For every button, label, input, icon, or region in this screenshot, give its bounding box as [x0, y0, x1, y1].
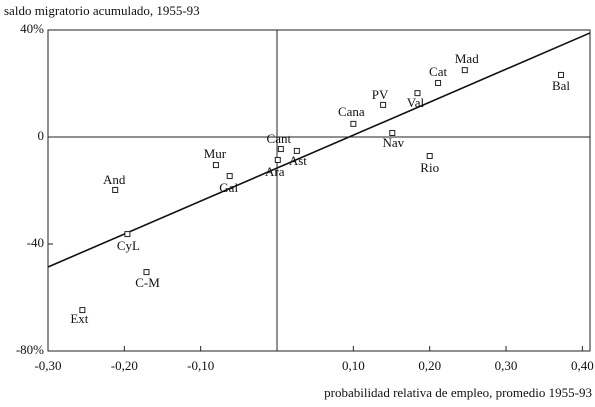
x-tick-label: 0,40: [571, 358, 594, 373]
point-label: Cat: [429, 64, 447, 79]
data-point: [435, 79, 442, 86]
data-point: [143, 269, 150, 276]
data-point: [293, 147, 300, 154]
trend-line: [47, 32, 591, 268]
data-point: [350, 120, 357, 127]
point-label: Ext: [70, 311, 88, 326]
data-point: [79, 307, 86, 314]
x-tick-label: -0,20: [111, 358, 138, 373]
data-point: [212, 162, 219, 169]
y-tick-label: 40%: [20, 21, 44, 36]
point-label: Nav: [382, 135, 404, 150]
data-point: [414, 90, 421, 97]
point-label: Val: [407, 95, 425, 110]
point-label: CyL: [117, 238, 140, 253]
point-label: C-M: [135, 275, 160, 290]
data-point: [112, 186, 119, 193]
plot-frame: [47, 29, 591, 352]
data-point: [226, 173, 233, 180]
point-label: PV: [372, 87, 389, 102]
point-label: And: [103, 172, 126, 187]
point-label: Bal: [552, 78, 570, 93]
data-point: [557, 71, 564, 78]
data-point: [124, 231, 131, 238]
point-label: Gal: [219, 180, 238, 195]
data-point: [277, 146, 284, 153]
y-tick-label: -40: [27, 235, 44, 250]
x-tick-label: 0,20: [418, 358, 441, 373]
x-tick-label: -0,10: [187, 358, 214, 373]
x-tick-label: 0,10: [342, 358, 365, 373]
y-tick-label: -80%: [16, 342, 44, 357]
point-label: Cant: [267, 131, 292, 146]
point-label: Mur: [204, 146, 227, 161]
x-tick-label: 0,30: [495, 358, 518, 373]
chart-title: saldo migratorio acumulado, 1955-93: [4, 3, 200, 18]
y-tick-label: 0: [38, 128, 45, 143]
point-label: Mad: [455, 51, 479, 66]
x-axis-label: probabilidad relativa de empleo, promedi…: [324, 385, 592, 400]
data-point: [461, 67, 468, 74]
data-point: [274, 157, 281, 164]
x-tick-label: -0,30: [34, 358, 61, 373]
data-point: [380, 101, 387, 108]
point-label: Ast: [289, 153, 307, 168]
point-label: Cana: [338, 104, 365, 119]
data-point: [426, 152, 433, 159]
data-point: [389, 129, 396, 136]
point-label: Ara: [265, 164, 285, 179]
point-label: Rio: [420, 160, 439, 175]
